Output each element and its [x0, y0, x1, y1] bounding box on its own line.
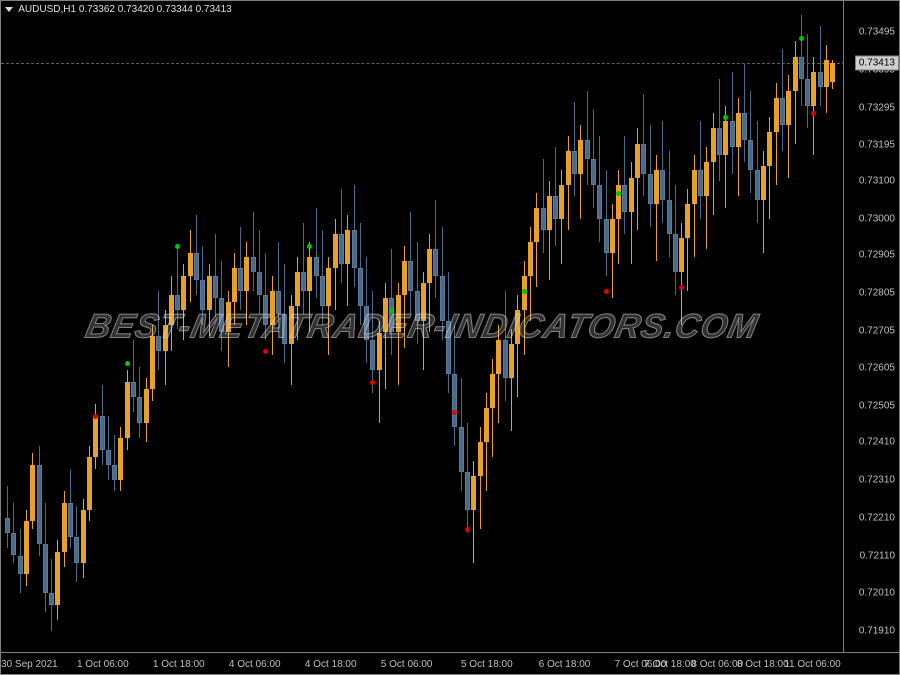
sell-marker-icon	[370, 380, 375, 385]
sell-marker-icon	[465, 527, 470, 532]
time-tick: 8 Oct 18:00	[737, 659, 789, 670]
price-axis: 0.734950.733950.732950.731950.731000.730…	[844, 0, 900, 653]
time-tick: 5 Oct 18:00	[461, 659, 513, 670]
symbol-label: AUDUSD,H1	[18, 4, 76, 15]
ohlc-label: 0.73362 0.73420 0.73344 0.73413	[79, 4, 232, 15]
price-tick: 0.73195	[859, 140, 895, 151]
time-tick: 4 Oct 18:00	[305, 659, 357, 670]
price-tick: 0.72110	[860, 550, 895, 561]
price-tick: 0.72210	[859, 512, 895, 523]
price-tick: 0.72805	[859, 287, 895, 298]
price-tick: 0.73100	[859, 176, 895, 187]
buy-marker-icon	[175, 244, 180, 249]
sell-marker-icon	[93, 414, 98, 419]
price-tick: 0.72010	[859, 588, 895, 599]
time-tick: 4 Oct 06:00	[229, 659, 281, 670]
price-tick: 0.73000	[859, 214, 895, 225]
price-tick: 0.72605	[859, 363, 895, 374]
time-tick: 11 Oct 06:00	[784, 659, 841, 670]
time-tick: 8 Oct 06:00	[691, 659, 743, 670]
sell-marker-icon	[263, 349, 268, 354]
time-axis: 30 Sep 2021 1 Oct 06:00 1 Oct 18:00 4 Oct 0…	[0, 653, 900, 675]
current-price-line	[1, 63, 845, 64]
time-tick: 6 Oct 18:00	[539, 659, 591, 670]
dropdown-arrow-icon[interactable]	[5, 7, 13, 12]
price-tick: 0.72505	[859, 401, 895, 412]
sell-marker-icon	[811, 111, 816, 116]
chart-header: AUDUSD,H1 0.73362 0.73420 0.73344 0.7341…	[5, 4, 232, 15]
time-tick: 5 Oct 06:00	[381, 659, 433, 670]
price-tick: 0.72410	[859, 437, 895, 448]
buy-marker-icon	[616, 191, 621, 196]
sell-marker-icon	[679, 285, 684, 290]
price-tick: 0.71910	[859, 626, 895, 637]
buy-marker-icon	[799, 36, 804, 41]
current-price-box: 0.73413	[855, 56, 899, 71]
sell-marker-icon	[604, 289, 609, 294]
time-tick: 1 Oct 18:00	[153, 659, 205, 670]
price-tick: 0.72310	[859, 474, 895, 485]
price-tick: 0.73495	[859, 27, 895, 38]
time-tick: 7 Oct 18:00	[644, 659, 696, 670]
buy-marker-icon	[522, 289, 527, 294]
price-tick: 0.72705	[859, 325, 895, 336]
price-tick: 0.72905	[859, 250, 895, 261]
buy-marker-icon	[125, 361, 130, 366]
time-tick: 1 Oct 06:00	[77, 659, 129, 670]
time-tick: 30 Sep 2021	[1, 659, 58, 670]
chart-container: AUDUSD,H1 0.73362 0.73420 0.73344 0.7341…	[0, 0, 900, 675]
buy-marker-icon	[723, 115, 728, 120]
price-tick: 0.73295	[859, 102, 895, 113]
buy-marker-icon	[307, 244, 312, 249]
chart-area[interactable]: AUDUSD,H1 0.73362 0.73420 0.73344 0.7341…	[0, 0, 844, 653]
